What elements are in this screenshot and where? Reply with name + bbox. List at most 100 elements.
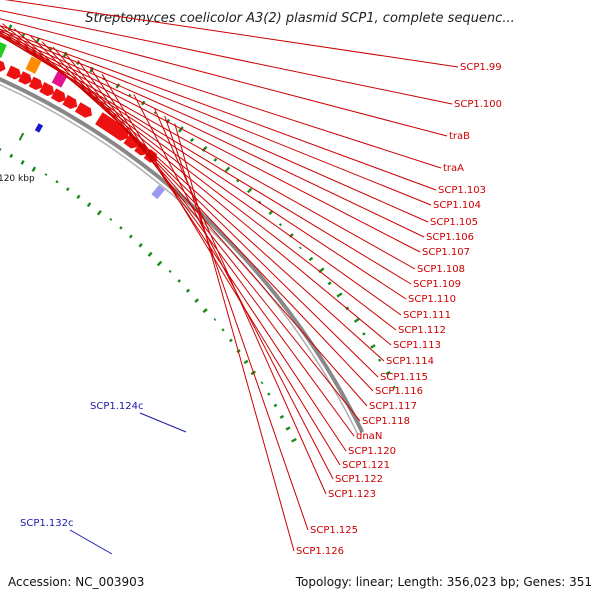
leader-line [89, 66, 347, 452]
leader-line [0, 25, 397, 331]
leader-line [101, 74, 341, 466]
gene-label: SCP1.114 [386, 356, 434, 367]
gc-tick [224, 166, 231, 173]
gc-tick [96, 209, 102, 216]
gene-label: dnaN [356, 431, 382, 442]
gene-label: SCP1.111 [403, 310, 451, 321]
gene-label: SCP1.105 [430, 217, 478, 228]
leader-line [0, 35, 412, 285]
leader-line [139, 412, 187, 433]
gc-tick [229, 338, 233, 343]
gene-label: SCP1.132c [20, 518, 74, 529]
gc-tick [279, 414, 285, 419]
leader-line [0, 18, 448, 137]
leader-line [2, 23, 392, 346]
gene-label: traA [443, 163, 464, 174]
gc-tick [336, 292, 343, 298]
leader-line [13, 28, 385, 362]
reverse-gene-arrow [34, 123, 44, 133]
gc-tick [353, 317, 360, 323]
forward-gene-arrow [95, 112, 129, 141]
leader-line [0, 32, 429, 223]
gene-label: SCP1.116 [375, 386, 423, 397]
leader-line [174, 123, 295, 552]
forward-gene-arrow [28, 76, 43, 90]
gene-label: SCP1.122 [335, 474, 383, 485]
gc-tick [138, 243, 143, 248]
gene-label: SCP1.99 [460, 62, 502, 73]
kbp-tick [18, 132, 25, 141]
reverse-gene-arrow [151, 184, 165, 200]
gc-tick [362, 332, 366, 336]
gc-tick [213, 318, 217, 321]
gene-label: SCP1.121 [342, 460, 390, 471]
gc-tick [278, 223, 282, 227]
leader-line [154, 108, 327, 495]
forward-gene-arrow [39, 82, 55, 97]
gc-tick [327, 281, 332, 286]
leader-line [52, 46, 368, 407]
gc-tick [86, 202, 92, 208]
gc-tick [115, 83, 121, 89]
gc-tick [385, 370, 391, 376]
gc-tick [55, 180, 59, 184]
gc-tick [65, 187, 70, 192]
gc-tick [213, 157, 218, 162]
map-title: Streptomyces coelicolor A3(2) plasmid SC… [85, 11, 514, 26]
gc-tick [190, 137, 195, 143]
plasmid-backbone [0, 77, 365, 435]
backbone-line [0, 77, 365, 433]
gc-tick [273, 403, 278, 408]
gc-tick [370, 344, 376, 349]
gene-label: SCP1.104 [433, 200, 481, 211]
leader-line [0, 31, 407, 300]
forward-gene-arrow [0, 60, 6, 72]
gene-label: SCP1.124c [90, 401, 144, 412]
gc-tick [44, 173, 48, 176]
leader-line [0, 30, 432, 206]
gene-label: SCP1.118 [362, 416, 410, 427]
leader-line [0, 25, 442, 169]
gene-label: SCP1.125 [310, 525, 358, 536]
kbp-scale: 100 kbp105 kbp110 kbp115 kbp120 kbp [0, 132, 35, 184]
leader-line [4, 0, 459, 68]
gc-tick [194, 298, 199, 303]
gc-tick [243, 359, 249, 365]
leader-line [69, 529, 113, 555]
gc-tick [177, 279, 181, 283]
gene-label: SCP1.107 [422, 247, 470, 258]
leader-line [77, 60, 355, 437]
gc-tick [128, 234, 133, 239]
accession-text: Accession: NC_003903 [8, 575, 144, 589]
forward-gene-arrow [6, 65, 22, 80]
forward-gene-arrow [74, 102, 92, 118]
gc-tick [267, 392, 271, 396]
forward-gene-arrow [50, 88, 66, 103]
gene-label: SCP1.117 [369, 401, 417, 412]
topology-text: Topology: linear; Length: 356,023 bp; Ge… [295, 575, 592, 589]
gene-label: SCP1.112 [398, 325, 446, 336]
gc-tick [119, 226, 123, 230]
leader-line [41, 41, 374, 392]
leader-line [0, 9, 453, 105]
gene-label: SCP1.109 [413, 279, 461, 290]
gc-tick [185, 288, 191, 293]
gene-label: SCP1.123 [328, 489, 376, 500]
gc-tick [247, 187, 253, 194]
gc-tick [20, 160, 25, 165]
label-leaders [0, 0, 459, 555]
gc-tick [147, 251, 153, 257]
gc-tick [378, 358, 382, 362]
gene-label: SCP1.103 [438, 185, 486, 196]
gene-label: SCP1.110 [408, 294, 456, 305]
kbp-label: 120 kbp [0, 174, 35, 184]
gc-tick [285, 426, 291, 431]
gene-label: SCP1.113 [393, 340, 441, 351]
leader-line [0, 28, 437, 191]
gc-tick [156, 260, 163, 267]
forward-gene-arrow [18, 71, 32, 85]
leader-line [65, 53, 361, 422]
gene-features [0, 42, 165, 200]
gene-label: SCP1.120 [348, 446, 396, 457]
